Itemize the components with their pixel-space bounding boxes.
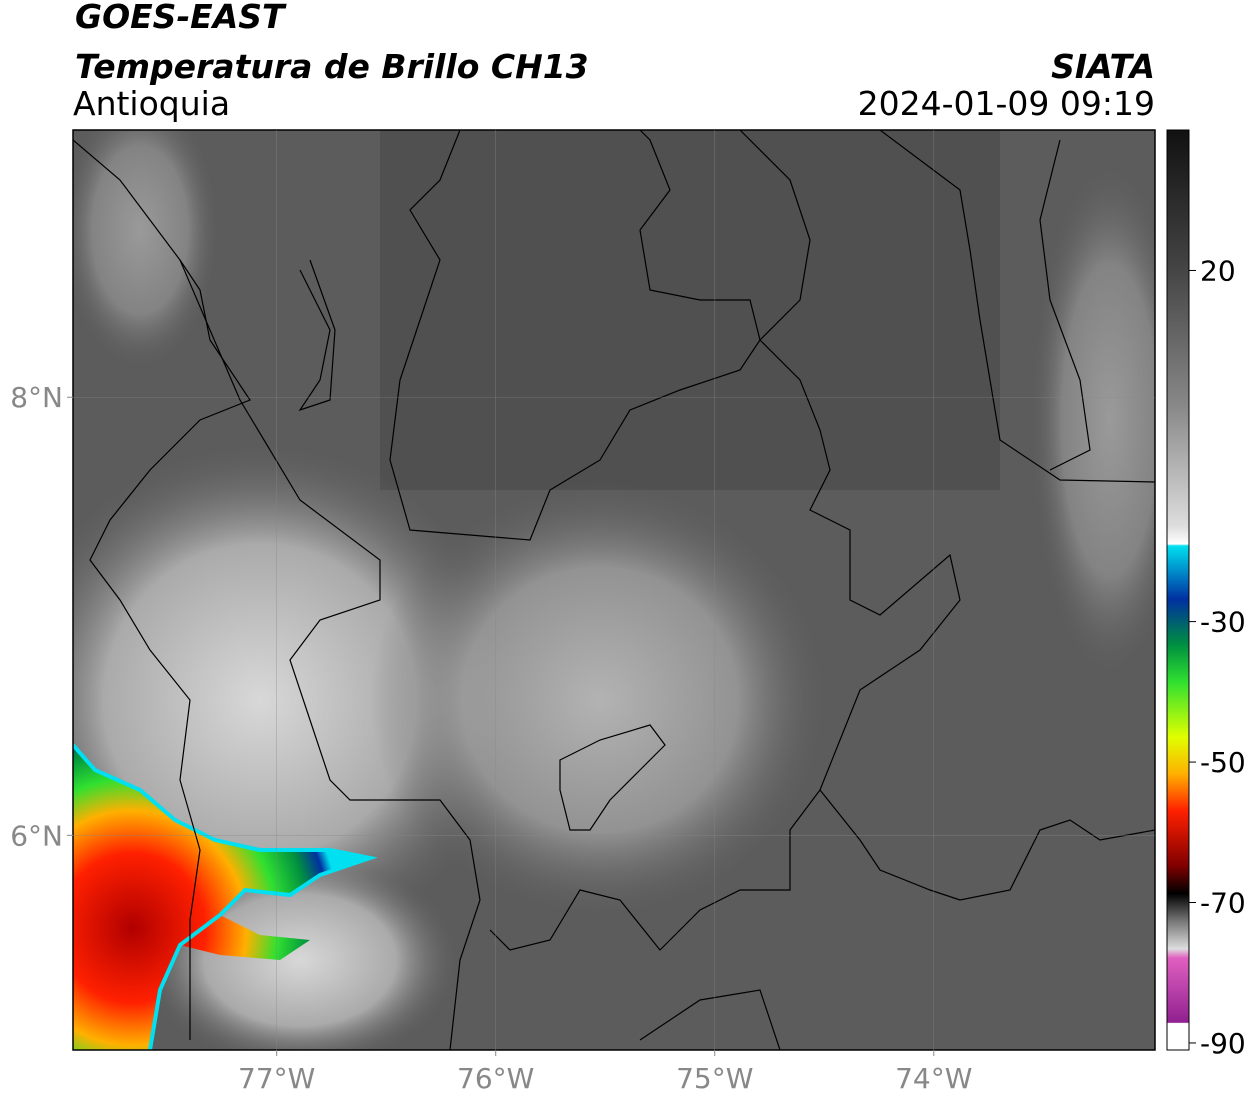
y-tick-label: 8°N — [10, 381, 63, 414]
y-tick-label: 6°N — [10, 819, 63, 852]
x-tick-label: 74°W — [895, 1062, 972, 1095]
colorbar-tick-label: -70 — [1200, 887, 1246, 920]
colorbar-tick-label: -50 — [1200, 746, 1246, 779]
x-tick-label: 75°W — [676, 1062, 753, 1095]
x-tick-label: 76°W — [457, 1062, 534, 1095]
timestamp: 2024-01-09 09:19 — [858, 84, 1155, 123]
title: GOES-EAST — [75, 0, 287, 36]
colorbar-tick-label: 20 — [1200, 254, 1236, 287]
colorbar-tick-label: -30 — [1200, 606, 1246, 639]
satellite-image — [73, 130, 1155, 1050]
source: SIATA — [1051, 47, 1155, 86]
colorbar-tick-label: -90 — [1200, 1027, 1246, 1060]
region: Antioquia — [73, 84, 230, 123]
subtitle: Temperatura de Brillo CH13 — [75, 47, 589, 86]
borders — [73, 130, 1155, 1050]
colorbar — [1166, 129, 1190, 1051]
map-frame — [72, 129, 1156, 1051]
x-tick-label: 77°W — [238, 1062, 315, 1095]
